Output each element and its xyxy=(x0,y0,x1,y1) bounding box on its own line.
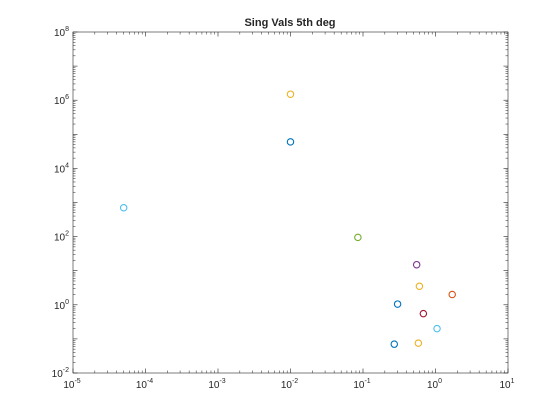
data-point xyxy=(354,233,362,242)
axes-box xyxy=(72,31,509,374)
y-tick-label: 108 xyxy=(54,26,69,39)
y-tick-label: 102 xyxy=(54,231,69,244)
x-tick-label: 10-1 xyxy=(353,378,370,391)
data-point xyxy=(448,290,456,299)
y-tick-label: 10-2 xyxy=(52,367,69,380)
x-tick-label: 10-2 xyxy=(281,378,298,391)
data-point xyxy=(433,324,441,333)
data-point xyxy=(415,282,424,290)
data-markers xyxy=(119,90,456,348)
x-tick-label: 10-4 xyxy=(136,378,153,391)
data-point xyxy=(414,339,423,347)
axis-ticks xyxy=(72,31,509,374)
x-tick-labels: 10-5 10-4 10-3 10-2 10-1 100 101 xyxy=(63,378,514,391)
y-tick-label: 106 xyxy=(54,94,69,107)
x-tick-label: 10-5 xyxy=(63,378,80,391)
chart-title: Sing Vals 5th deg xyxy=(244,17,335,29)
data-point xyxy=(419,309,428,318)
plot-area xyxy=(73,32,508,373)
x-tick-label: 100 xyxy=(427,378,442,391)
y-tick-label: 104 xyxy=(54,162,69,175)
x-tick-label: 10-3 xyxy=(208,378,225,391)
data-point xyxy=(119,204,128,212)
x-tick-label: 101 xyxy=(499,378,514,391)
data-point xyxy=(286,138,295,146)
y-tick-labels: 10-2 100 102 104 106 108 xyxy=(52,26,69,380)
data-point xyxy=(412,260,421,269)
y-tick-label: 100 xyxy=(54,299,69,312)
data-point xyxy=(286,90,295,98)
data-point xyxy=(393,300,402,308)
data-point xyxy=(390,340,399,348)
